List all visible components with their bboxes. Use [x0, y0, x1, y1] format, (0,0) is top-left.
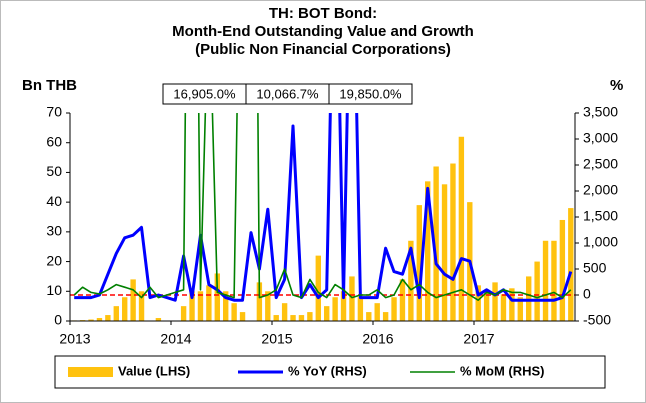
bar: [509, 288, 515, 321]
bar: [483, 291, 490, 321]
y2-tick-label: 2,000: [583, 182, 618, 198]
bar: [391, 297, 397, 321]
bar: [500, 294, 507, 321]
legend-label: % MoM (RHS): [460, 363, 545, 378]
bar: [88, 319, 94, 321]
y2-tick-label: 0: [583, 286, 591, 302]
bar: [374, 303, 380, 321]
y-tick-label: 70: [46, 104, 62, 120]
bar: [458, 136, 465, 321]
legend-swatch: [68, 367, 113, 377]
y-tick-label: 0: [54, 312, 62, 328]
legend-box: [54, 355, 606, 389]
bar: [298, 315, 305, 321]
bar: [290, 315, 296, 321]
bar: [155, 318, 162, 321]
y-tick-label: 40: [46, 193, 62, 209]
bar: [256, 282, 263, 321]
line-series: [73, 113, 572, 301]
bar: [130, 279, 136, 321]
bar: [551, 240, 557, 321]
bar: [382, 312, 389, 321]
bar: [517, 297, 523, 321]
bar: [357, 297, 364, 321]
bar: [399, 279, 406, 321]
bar: [492, 282, 498, 321]
bar: [349, 276, 355, 321]
y2-tick-label: 3,000: [583, 130, 618, 146]
annotation: 10,066.7%: [256, 86, 319, 101]
bar: [122, 297, 128, 321]
y2-tick-label: 1,500: [583, 208, 618, 224]
bar: [450, 163, 456, 321]
chart-title: (Public Non Financial Corporations): [195, 41, 451, 58]
bar: [366, 312, 372, 321]
y-tick-label: 30: [46, 223, 62, 239]
bar: [273, 315, 279, 321]
bar: [559, 219, 566, 321]
y2-tick-label: 1,000: [583, 234, 618, 250]
legend-label: % YoY (RHS): [288, 363, 367, 378]
y-axis-label: Bn THB: [22, 77, 77, 94]
bar: [265, 291, 271, 321]
bar: [113, 306, 119, 321]
y2-axis-label: %: [610, 77, 623, 94]
bar: [206, 285, 212, 321]
bar: [138, 291, 145, 321]
bar: [425, 181, 431, 321]
bar: [189, 291, 195, 321]
bar: [223, 291, 229, 321]
bar: [568, 208, 574, 321]
bar: [534, 261, 540, 321]
bar: [197, 291, 204, 321]
annotation: 16,905.0%: [173, 86, 236, 101]
annotation-box: [328, 83, 413, 105]
chart-title: Month-End Outstanding Value and Growth: [172, 23, 474, 40]
bar: [475, 285, 481, 321]
y2-tick-label: -500: [583, 312, 611, 328]
bar: [231, 303, 237, 321]
bar: [239, 312, 246, 321]
bar: [96, 318, 103, 321]
bar: [408, 240, 414, 321]
y2-tick-label: 500: [583, 260, 607, 276]
plot-area: [70, 113, 575, 321]
bar: [324, 306, 330, 321]
bar: [441, 184, 448, 321]
chart-title: TH: BOT Bond:: [269, 5, 377, 22]
bar: [416, 205, 422, 321]
bar: [105, 315, 111, 321]
x-tick-label: 2016: [362, 331, 393, 347]
bar: [281, 303, 288, 321]
y-tick-label: 10: [46, 282, 62, 298]
x-tick-label: 2014: [160, 331, 191, 347]
bar: [214, 273, 220, 321]
bar: [180, 306, 187, 321]
bar: [315, 255, 321, 321]
x-tick-label: 2015: [261, 331, 292, 347]
y-tick-label: 50: [46, 163, 62, 179]
annotation: 19,850.0%: [339, 86, 402, 101]
bar: [307, 312, 313, 321]
bar: [340, 291, 347, 321]
bar: [332, 297, 338, 321]
bar: [433, 166, 439, 321]
x-tick-label: 2013: [59, 331, 90, 347]
y2-tick-label: 2,500: [583, 156, 618, 172]
y2-tick-label: 3,500: [583, 104, 618, 120]
y-tick-label: 60: [46, 133, 62, 149]
x-tick-label: 2017: [463, 331, 494, 347]
bar: [542, 240, 549, 321]
y-tick-label: 20: [46, 252, 62, 268]
legend-label: Value (LHS): [118, 363, 190, 378]
